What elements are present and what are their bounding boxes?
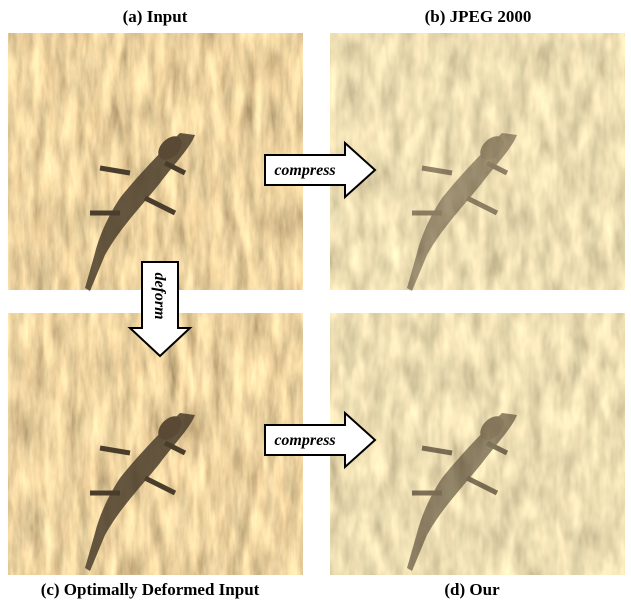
panel-a [8,33,303,291]
caption: (b) JPEG 2000 [425,7,532,26]
panel-d [330,313,625,575]
caption: (a) Input [123,7,188,26]
arrow-label: compress [274,162,335,179]
caption: (d) Our [444,580,500,599]
arrow-label: compress [274,432,335,449]
figure: (a) Input (b) JPEG 2000 (c) Optimally De… [0,0,631,601]
caption: (c) Optimally Deformed Input [41,580,260,599]
arrow-label: deform [151,272,168,319]
panel-b [330,33,625,291]
